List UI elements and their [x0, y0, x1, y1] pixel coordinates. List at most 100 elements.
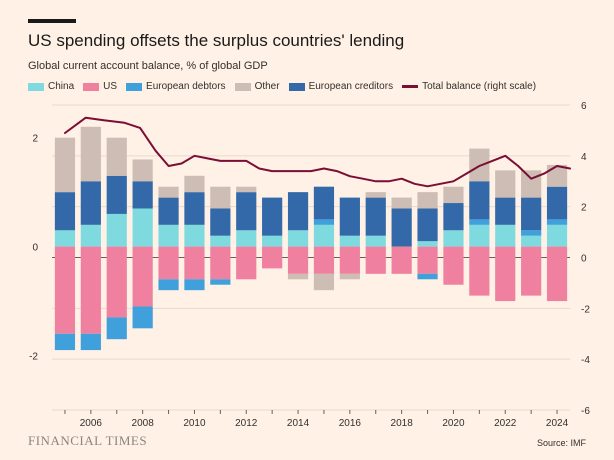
bar-segment	[158, 197, 179, 225]
bar-segment	[236, 186, 257, 193]
bar-segment	[184, 246, 205, 280]
bar-segment	[132, 181, 153, 209]
bar-segment	[546, 186, 568, 220]
legend-swatch-other	[234, 82, 251, 91]
bar-segment	[210, 246, 231, 280]
legend-item-china: China	[28, 81, 74, 92]
legend-label-china: China	[48, 81, 75, 92]
bar-segment	[546, 224, 568, 247]
bar-segment	[158, 186, 179, 198]
legend-label-european-creditors: European creditors	[308, 81, 394, 92]
bar-segment	[132, 159, 153, 182]
bar-segment	[365, 235, 386, 247]
bar-segment	[495, 246, 516, 302]
legend-label-total-balance: Total balance (right scale)	[422, 81, 537, 92]
bar-segment	[339, 197, 360, 236]
y-tick-label: 0	[32, 243, 38, 254]
legend-item-total-balance: Total balance (right scale)	[402, 81, 536, 92]
bar-segment	[80, 224, 101, 247]
bar-segment	[313, 219, 335, 225]
bar-segment	[313, 246, 335, 274]
legend-label-european-debtors: European debtors	[146, 81, 226, 92]
x-tick-label: 2008	[132, 418, 155, 429]
chart-title: US spending offsets the surplus countrie…	[28, 31, 405, 50]
bar-segment	[417, 241, 438, 247]
legend: China US European debtors Other European…	[28, 81, 545, 92]
bar-segment	[391, 208, 412, 247]
y2-tick-label: -2	[581, 304, 590, 315]
bar-segment	[546, 164, 568, 187]
bar-segment	[54, 333, 76, 351]
bar-segment	[54, 246, 76, 334]
bar-segment	[184, 224, 205, 247]
bar-segment	[443, 246, 464, 285]
bar-segment	[132, 208, 153, 247]
bar-segment	[158, 279, 179, 291]
bar-segment	[339, 235, 360, 247]
bar-segment	[417, 273, 438, 280]
y2-tick-label: 2	[581, 203, 587, 214]
bar-segment	[132, 306, 153, 329]
legend-item-european-debtors: European debtors	[126, 81, 226, 92]
legend-swatch-european-creditors	[288, 82, 305, 91]
bar-segment	[210, 235, 231, 247]
bar-segment	[184, 279, 205, 291]
bar-segment	[262, 246, 283, 269]
source-note: Source: IMF	[536, 438, 586, 448]
bar-segment	[54, 230, 76, 247]
legend-swatch-us	[83, 82, 100, 91]
bar-segment	[262, 235, 283, 247]
bar-segment	[106, 137, 127, 176]
total-balance-line	[64, 116, 571, 188]
bar-segment	[236, 230, 257, 247]
y2-tick-label: 6	[581, 101, 587, 112]
legend-item-us: US	[83, 81, 117, 92]
bar-segment	[469, 224, 490, 247]
bar-segment	[313, 186, 335, 220]
bar-segment	[287, 192, 309, 231]
bar-segment	[546, 246, 568, 302]
bar-segment	[495, 224, 516, 247]
bar-segment	[80, 333, 101, 351]
bar-segment	[210, 208, 231, 236]
bar-segment	[495, 170, 516, 198]
legend-item-european-creditors: European creditors	[288, 81, 394, 92]
y2-tick-label: 0	[581, 254, 587, 265]
legend-item-other: Other	[234, 81, 280, 92]
ft-logo: FINANCIAL TIMES	[28, 433, 148, 448]
bar-segment	[210, 279, 231, 285]
legend-swatch-european-debtors	[126, 82, 143, 91]
y2-tick-label: -4	[581, 355, 590, 366]
bar-segment	[546, 219, 568, 225]
legend-label-us: US	[103, 81, 118, 92]
bar-segment	[313, 224, 335, 247]
bar-segment	[417, 192, 438, 209]
bar-segment	[106, 317, 127, 340]
bar-segment	[80, 181, 101, 225]
bar-segment	[158, 224, 179, 247]
y2-tick-label: 4	[581, 152, 587, 163]
bar-segment	[417, 246, 438, 274]
bar-segment	[443, 186, 464, 204]
legend-swatch-total-balance	[402, 85, 419, 88]
bar-segment	[287, 246, 309, 274]
bar-segment	[236, 192, 257, 231]
bar-segment	[287, 273, 309, 280]
legend-swatch-china	[28, 82, 44, 91]
y2-tick-label: -6	[581, 406, 590, 417]
bar-segment	[469, 181, 490, 220]
x-tick-label: 2014	[287, 418, 310, 429]
bar-segment	[521, 235, 542, 247]
x-tick-label: 2006	[80, 418, 103, 429]
x-tick-label: 2012	[235, 418, 258, 429]
bar-segment	[287, 230, 309, 247]
bar-segment	[469, 246, 490, 296]
x-tick-label: 2018	[391, 418, 414, 429]
bar-segment	[365, 246, 386, 274]
bar-segment	[262, 197, 283, 236]
bar-segment	[417, 208, 438, 242]
bar-segment	[521, 197, 542, 231]
bar-segment	[521, 246, 542, 296]
bar-segment	[80, 126, 101, 182]
